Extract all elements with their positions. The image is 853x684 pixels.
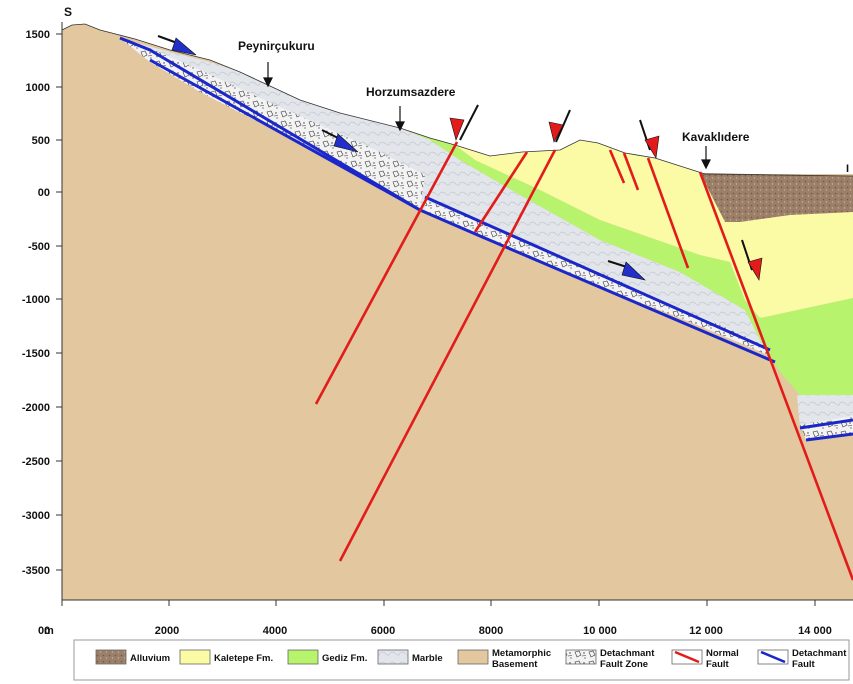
legend-label: Alluvium xyxy=(130,653,170,664)
y-tick-label: 00 xyxy=(38,187,50,199)
normal-fault-5 xyxy=(622,152,640,191)
normal-fault-1 xyxy=(314,141,459,405)
place-markers xyxy=(263,62,711,170)
legend-swatch xyxy=(565,649,597,665)
normal-faults xyxy=(314,141,853,581)
unit-gediz-fm xyxy=(270,86,853,395)
legend-swatch xyxy=(95,649,127,665)
normal-fault-6 xyxy=(646,157,690,269)
y-tick-label: -2500 xyxy=(22,456,50,468)
x-tick-label: 00 xyxy=(38,625,50,637)
y-tick-labels: 1500 1000 500 00 -500 -1000 -1500 -2000 -2500 -30… xyxy=(22,29,62,577)
unit-detachment-fault-zone-mid xyxy=(425,200,770,356)
x-tick-label: 2000 xyxy=(155,625,179,637)
unit-kaletepe-fm xyxy=(430,138,853,318)
detachment-arrow-3 xyxy=(607,260,646,281)
legend-label: Detachmant xyxy=(600,648,655,659)
normal-fault-arrow-1 xyxy=(449,104,479,141)
direction-label: S xyxy=(64,5,72,19)
legend-swatch xyxy=(287,649,319,665)
x-tick-label: 14 000 xyxy=(798,625,832,637)
legend-item-gediz: Gediz Fm. xyxy=(287,649,367,665)
legend-item-marble: Marble xyxy=(377,649,443,665)
y-tick-label: -1500 xyxy=(22,348,50,360)
normal-fault-2 xyxy=(473,151,529,233)
legend-label: Normal xyxy=(706,648,739,659)
detachment-fault-base xyxy=(149,58,776,364)
y-tick-label: -3500 xyxy=(22,565,50,577)
normal-fault-arrow-3 xyxy=(639,119,660,159)
y-tick-label: -2000 xyxy=(22,402,50,414)
x-tick-label: 10 000 xyxy=(583,625,617,637)
place-label-peynircukuru: Peynirçukuru xyxy=(238,39,315,53)
y-tick-label: 1500 xyxy=(26,29,50,41)
x-tick-labels: 00 2000 4000 6000 8000 10 000 12 000 14 000 xyxy=(38,600,832,637)
x-tick-label: 4000 xyxy=(263,625,287,637)
place-label-kavaklidere: Kavaklıdere xyxy=(682,130,750,144)
legend-swatch xyxy=(457,649,489,665)
legend-swatch xyxy=(377,649,409,665)
place-label-horzumsazdere: Horzumsazdere xyxy=(366,85,456,99)
normal-fault-7 xyxy=(698,171,853,581)
legend-label: Fault xyxy=(706,659,730,670)
x-tick-label: 6000 xyxy=(371,625,395,637)
normal-fault-arrow-4 xyxy=(741,239,763,281)
legend-label: Fault Zone xyxy=(600,659,648,670)
legend-label: Kaletepe Fm. xyxy=(214,653,273,664)
detachment-arrow-1 xyxy=(157,35,197,56)
y-tick-label: 500 xyxy=(32,135,50,147)
detachment-fault-east-base xyxy=(805,432,853,442)
place-marker-horzumsazdere xyxy=(395,106,405,132)
normal-fault-arrow-2 xyxy=(548,109,571,143)
fault-kinematic-arrows xyxy=(157,35,763,281)
legend-item-alluvium: Alluvium xyxy=(95,649,170,665)
y-tick-label: -1000 xyxy=(22,294,50,306)
legend-swatch-line xyxy=(760,650,786,664)
detachment-fault-east xyxy=(799,418,853,430)
legend-label: Gediz Fm. xyxy=(322,653,367,664)
legend: Alluvium Kaletepe Fm. Gediz Fm. Marble Metam… xyxy=(73,639,850,681)
partial-edge-label: I xyxy=(846,163,849,175)
legend-label: Metamorphic xyxy=(492,648,551,659)
legend-label: Fault xyxy=(792,659,816,670)
normal-fault-3 xyxy=(338,149,557,562)
normal-fault-4 xyxy=(608,149,626,184)
legend-label: Basement xyxy=(492,659,538,670)
x-tick-label: 12 000 xyxy=(689,625,723,637)
place-marker-kavaklidere xyxy=(701,146,711,170)
y-tick-label: -3000 xyxy=(22,510,50,522)
unit-alluvium xyxy=(700,173,853,222)
detachment-fault-upper xyxy=(119,36,421,212)
legend-swatch xyxy=(179,649,211,665)
legend-swatch-line xyxy=(674,650,700,664)
legend-label: Marble xyxy=(412,653,443,664)
x-tick-label: 8000 xyxy=(479,625,503,637)
detachment-arrow-2 xyxy=(321,129,359,153)
legend-label: Detachmant xyxy=(792,648,847,659)
y-tick-label: -500 xyxy=(28,241,50,253)
place-marker-peynircukuru xyxy=(263,62,273,88)
legend-item-kaletepe: Kaletepe Fm. xyxy=(179,649,273,665)
y-unit-label: m xyxy=(44,625,54,637)
y-tick-label: 1000 xyxy=(26,82,50,94)
